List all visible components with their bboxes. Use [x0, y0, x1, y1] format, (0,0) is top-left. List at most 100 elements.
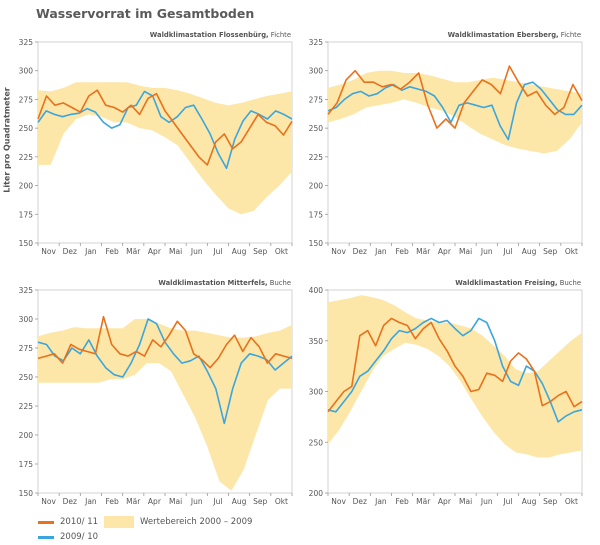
x-tick-label: Sep — [543, 497, 557, 506]
x-tick-label: Mär — [416, 497, 431, 506]
x-tick-label: Jan — [84, 497, 97, 506]
chart-panel-1: 150 175 200 225 250 275 300 325 Nov Dez Jan Feb Mär A… — [19, 31, 293, 256]
station-title: Waldklimastation Ebersberg, Fichte — [448, 31, 581, 39]
y-tick-label: 250 — [309, 124, 324, 133]
legend-label-2010-11: 2010/ 11 — [60, 517, 99, 527]
x-tick-label: Sep — [253, 247, 267, 256]
y-tick-label: 300 — [19, 67, 34, 76]
y-tick-label: 275 — [19, 344, 34, 353]
range-band — [38, 82, 292, 215]
x-tick-label: Mär — [126, 497, 141, 506]
series-line-2010-11 — [327, 65, 583, 129]
legend-label-band: Wertebereich 2000 – 2009 — [140, 517, 253, 527]
x-tick-label: Mär — [126, 247, 141, 256]
x-tick-label: Aug — [232, 497, 247, 506]
y-tick-label: 325 — [19, 38, 34, 47]
range-band — [328, 295, 582, 458]
x-tick-label: Okt — [565, 247, 578, 256]
x-tick-label: Mai — [459, 247, 472, 256]
x-tick-label: Feb — [105, 497, 119, 506]
y-tick-label: 275 — [19, 95, 34, 104]
x-tick-label: Sep — [253, 497, 267, 506]
series-line-2010-11 — [37, 315, 293, 369]
x-tick-label: Jun — [480, 247, 493, 256]
y-tick-label: 175 — [19, 210, 34, 219]
series-line-2010-11 — [327, 317, 583, 413]
legend-swatch-2009-10 — [38, 536, 54, 539]
x-tick-label: Dez — [63, 497, 77, 506]
x-tick-label: Feb — [395, 247, 409, 256]
x-tick-label: Aug — [232, 247, 247, 256]
chart-panel-2: 150 175 200 225 250 275 300 325 Nov Dez Jan Feb Mär A… — [309, 31, 583, 256]
x-tick-label: Dez — [353, 497, 367, 506]
y-tick-label: 200 — [19, 182, 34, 191]
y-tick-label: 325 — [309, 38, 324, 47]
y-tick-label: 200 — [309, 489, 324, 498]
x-tick-label: Jun — [480, 497, 493, 506]
y-tick-label: 150 — [309, 239, 324, 248]
x-tick-label: Nov — [41, 497, 56, 506]
x-tick-label: Aug — [522, 497, 537, 506]
y-tick-label: 175 — [309, 210, 324, 219]
legend-swatch-2010-11 — [38, 521, 54, 524]
x-tick-label: Nov — [331, 247, 346, 256]
x-tick-label: Jan — [84, 247, 97, 256]
x-tick-label: Aug — [522, 247, 537, 256]
station-title: Waldklimastation Flossenbürg, Fichte — [150, 31, 291, 39]
legend-swatch-band — [104, 516, 134, 528]
y-tick-label: 200 — [19, 431, 34, 440]
x-tick-label: Dez — [353, 247, 367, 256]
x-tick-label: Feb — [105, 247, 119, 256]
x-tick-label: Apr — [438, 247, 452, 256]
station-title: Waldklimastation Freising, Buche — [455, 279, 581, 287]
x-tick-label: Apr — [148, 497, 162, 506]
series-line-2009-10 — [327, 81, 583, 141]
y-tick-label: 250 — [309, 438, 324, 447]
y-tick-label: 400 — [309, 286, 324, 295]
chart-panel-4: 200 250 300 350 400 Nov Dez Jan Feb Mär Apr Mai Jun J… — [309, 279, 583, 506]
y-tick-label: 150 — [19, 239, 34, 248]
x-tick-label: Jul — [212, 247, 222, 256]
y-tick-label: 300 — [309, 388, 324, 397]
x-tick-label: Jul — [502, 497, 512, 506]
x-tick-label: Dez — [63, 247, 77, 256]
y-tick-label: 250 — [19, 124, 34, 133]
station-title: Waldklimastation Mitterfels, Buche — [158, 279, 291, 287]
x-tick-label: Jul — [502, 247, 512, 256]
x-tick-label: Apr — [148, 247, 162, 256]
page-title: Wasservorrat im Gesamtboden — [36, 6, 255, 21]
x-tick-label: Mai — [169, 497, 182, 506]
x-tick-label: Okt — [565, 497, 578, 506]
x-tick-label: Jul — [212, 497, 222, 506]
series-line-2010-11 — [37, 89, 293, 166]
y-tick-label: 175 — [19, 460, 34, 469]
y-tick-label: 300 — [309, 67, 324, 76]
y-tick-label: 200 — [309, 182, 324, 191]
x-tick-label: Okt — [275, 247, 288, 256]
x-tick-label: Mär — [416, 247, 431, 256]
x-tick-label: Nov — [331, 497, 346, 506]
chart-panel-3: 150 175 200 225 250 275 300 325 Nov Dez Jan Feb Mär A… — [19, 279, 293, 506]
x-tick-label: Jun — [190, 497, 203, 506]
y-tick-label: 325 — [19, 286, 34, 295]
y-tick-label: 150 — [19, 489, 34, 498]
y-tick-label: 275 — [309, 95, 324, 104]
x-tick-label: Jan — [374, 247, 387, 256]
y-tick-label: 225 — [309, 153, 324, 162]
x-tick-label: Mai — [169, 247, 182, 256]
y-tick-label: 350 — [309, 337, 324, 346]
x-tick-label: Nov — [41, 247, 56, 256]
y-tick-label: 250 — [19, 373, 34, 382]
y-tick-label: 225 — [19, 153, 34, 162]
legend-label-2009-10: 2009/ 10 — [60, 532, 99, 542]
x-tick-label: Sep — [543, 247, 557, 256]
x-tick-label: Apr — [438, 497, 452, 506]
y-tick-label: 225 — [19, 402, 34, 411]
x-tick-label: Okt — [275, 497, 288, 506]
x-tick-label: Jan — [374, 497, 387, 506]
x-tick-label: Mai — [459, 497, 472, 506]
x-tick-label: Jun — [190, 247, 203, 256]
series-line-2009-10 — [327, 317, 583, 423]
range-band — [38, 319, 292, 491]
